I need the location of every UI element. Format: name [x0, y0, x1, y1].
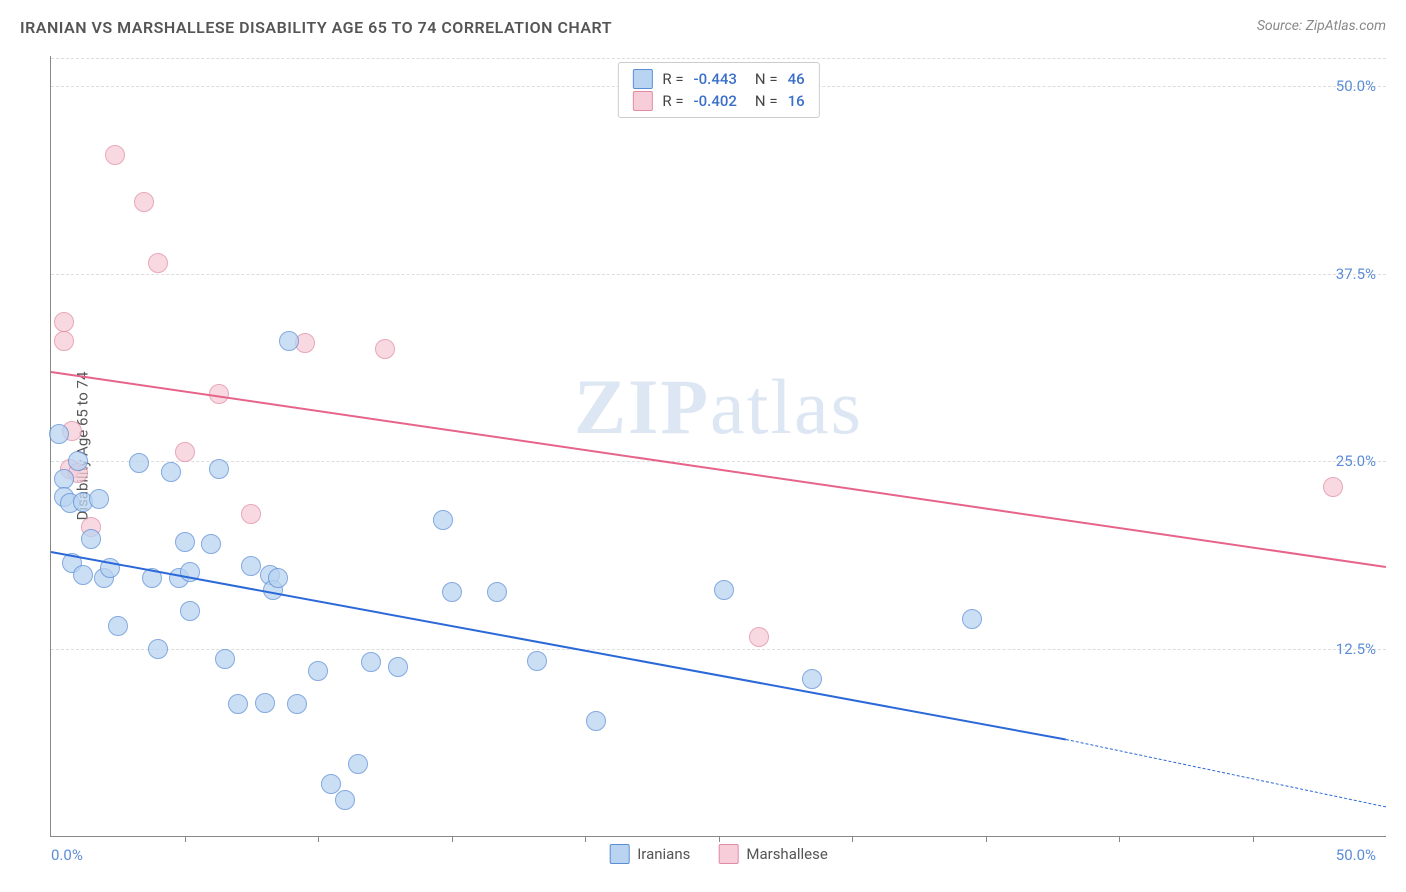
marshallese-point [375, 339, 395, 359]
iranians-point [148, 639, 168, 659]
series-legend: Iranians Marshallese [609, 844, 828, 864]
iranians-point [442, 582, 462, 602]
y-tick-label: 50.0% [1336, 77, 1376, 95]
swatch-marshallese [632, 91, 652, 111]
iranians-point [586, 711, 606, 731]
iranians-point [215, 649, 235, 669]
iranians-point [161, 462, 181, 482]
corr-row-marshallese: R = -0.402 N = 16 [632, 90, 804, 112]
marshallese-point [175, 442, 195, 462]
iranians-point [287, 694, 307, 714]
marshallese-point [105, 145, 125, 165]
x-tick [986, 836, 987, 842]
marshallese-point [54, 331, 74, 351]
iranians-point [54, 469, 74, 489]
iranians-point [241, 556, 261, 576]
iranians-point [129, 453, 149, 473]
x-tick [852, 836, 853, 842]
iranians-point [89, 489, 109, 509]
marshallese-point [148, 253, 168, 273]
scatter-plot-area: ZIPatlas R = -0.443 N = 46 R = -0.402 N … [50, 56, 1386, 837]
marshallese-point [209, 384, 229, 404]
iranians-point [335, 790, 355, 810]
y-tick-label: 12.5% [1336, 640, 1376, 658]
iranians-point [279, 331, 299, 351]
x-tick [452, 836, 453, 842]
iranians-point [388, 657, 408, 677]
y-tick-label: 25.0% [1336, 452, 1376, 470]
iranians-point [108, 616, 128, 636]
x-tick [185, 836, 186, 842]
swatch-marshallese-icon [718, 844, 738, 864]
x-tick [1119, 836, 1120, 842]
header: IRANIAN VS MARSHALLESE DISABILITY AGE 65… [20, 18, 1386, 42]
marshallese-point [134, 192, 154, 212]
x-axis-max-label: 50.0% [1336, 846, 1376, 864]
iranians-point [361, 652, 381, 672]
trend-line [51, 551, 1066, 741]
iranians-point [527, 651, 547, 671]
marshallese-point [241, 504, 261, 524]
corr-row-iranians: R = -0.443 N = 46 [632, 68, 804, 90]
legend-item-iranians: Iranians [609, 844, 690, 864]
iranians-point [228, 694, 248, 714]
gridline [51, 649, 1386, 650]
marshallese-point [749, 627, 769, 647]
iranians-point [268, 568, 288, 588]
iranians-point [209, 459, 229, 479]
correlation-legend: R = -0.443 N = 46 R = -0.402 N = 16 [617, 62, 819, 118]
x-tick [1253, 836, 1254, 842]
chart-title: IRANIAN VS MARSHALLESE DISABILITY AGE 65… [20, 18, 612, 37]
iranians-point [321, 774, 341, 794]
gridline [51, 274, 1386, 275]
iranians-point [73, 565, 93, 585]
iranians-point [175, 532, 195, 552]
gridline [51, 461, 1386, 462]
trend-line [51, 371, 1386, 568]
swatch-iranians-icon [609, 844, 629, 864]
iranians-point [201, 534, 221, 554]
iranians-point [308, 661, 328, 681]
iranians-point [68, 451, 88, 471]
x-tick [585, 836, 586, 842]
watermark: ZIPatlas [574, 362, 863, 452]
marshallese-point [54, 312, 74, 332]
iranians-point [49, 424, 69, 444]
legend-item-marshallese: Marshallese [718, 844, 827, 864]
x-tick [719, 836, 720, 842]
iranians-point [81, 529, 101, 549]
y-tick-label: 37.5% [1336, 265, 1376, 283]
gridline [51, 58, 1386, 59]
source-attribution: Source: ZipAtlas.com [1257, 18, 1386, 34]
x-axis-min-label: 0.0% [51, 846, 83, 864]
swatch-iranians [632, 69, 652, 89]
trend-line [1065, 739, 1386, 807]
marshallese-point [1323, 477, 1343, 497]
x-tick [318, 836, 319, 842]
iranians-point [348, 754, 368, 774]
iranians-point [433, 510, 453, 530]
iranians-point [255, 693, 275, 713]
iranians-point [802, 669, 822, 689]
iranians-point [487, 582, 507, 602]
iranians-point [180, 601, 200, 621]
iranians-point [962, 609, 982, 629]
iranians-point [714, 580, 734, 600]
